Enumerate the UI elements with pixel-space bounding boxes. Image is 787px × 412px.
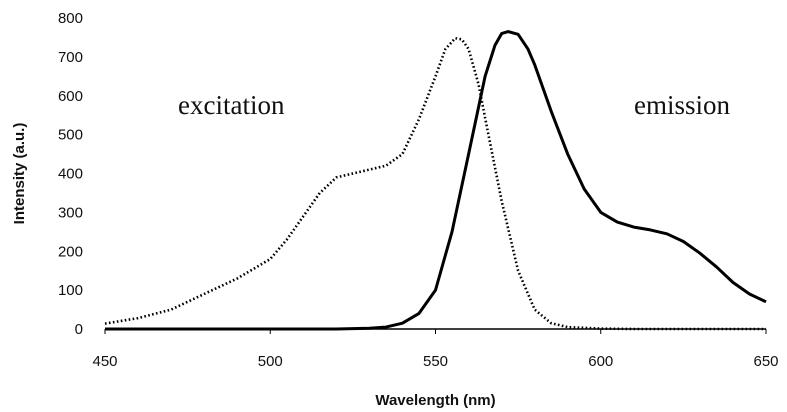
annotation-emission: emission: [634, 90, 731, 120]
x-tick-label: 600: [588, 353, 613, 370]
y-tick-label: 400: [58, 166, 83, 183]
y-tick-label: 600: [58, 88, 83, 105]
y-axis-ticks: 0 100 200 300 400 500 600 700 800: [58, 10, 83, 338]
x-axis-title: Wavelength (nm): [375, 392, 495, 409]
x-tick-label: 650: [753, 353, 778, 370]
y-tick-label: 0: [75, 321, 83, 338]
y-tick-label: 800: [58, 10, 83, 27]
x-tick-label: 500: [258, 353, 283, 370]
y-tick-label: 700: [58, 49, 83, 66]
annotation-excitation: excitation: [178, 90, 285, 120]
excitation-series-line: [104, 36, 766, 331]
y-axis-title: Intensity (a.u.): [11, 123, 28, 225]
emission-series-line: [105, 30, 767, 331]
y-tick-label: 500: [58, 127, 83, 144]
series-layer: [104, 30, 767, 331]
y-tick-label: 300: [58, 204, 83, 221]
y-tick-label: 100: [58, 282, 83, 299]
x-axis-ticks: 450 500 550 600 650: [92, 329, 779, 370]
y-tick-label: 200: [58, 243, 83, 260]
x-tick-label: 450: [92, 353, 117, 370]
x-tick-label: 550: [423, 353, 448, 370]
